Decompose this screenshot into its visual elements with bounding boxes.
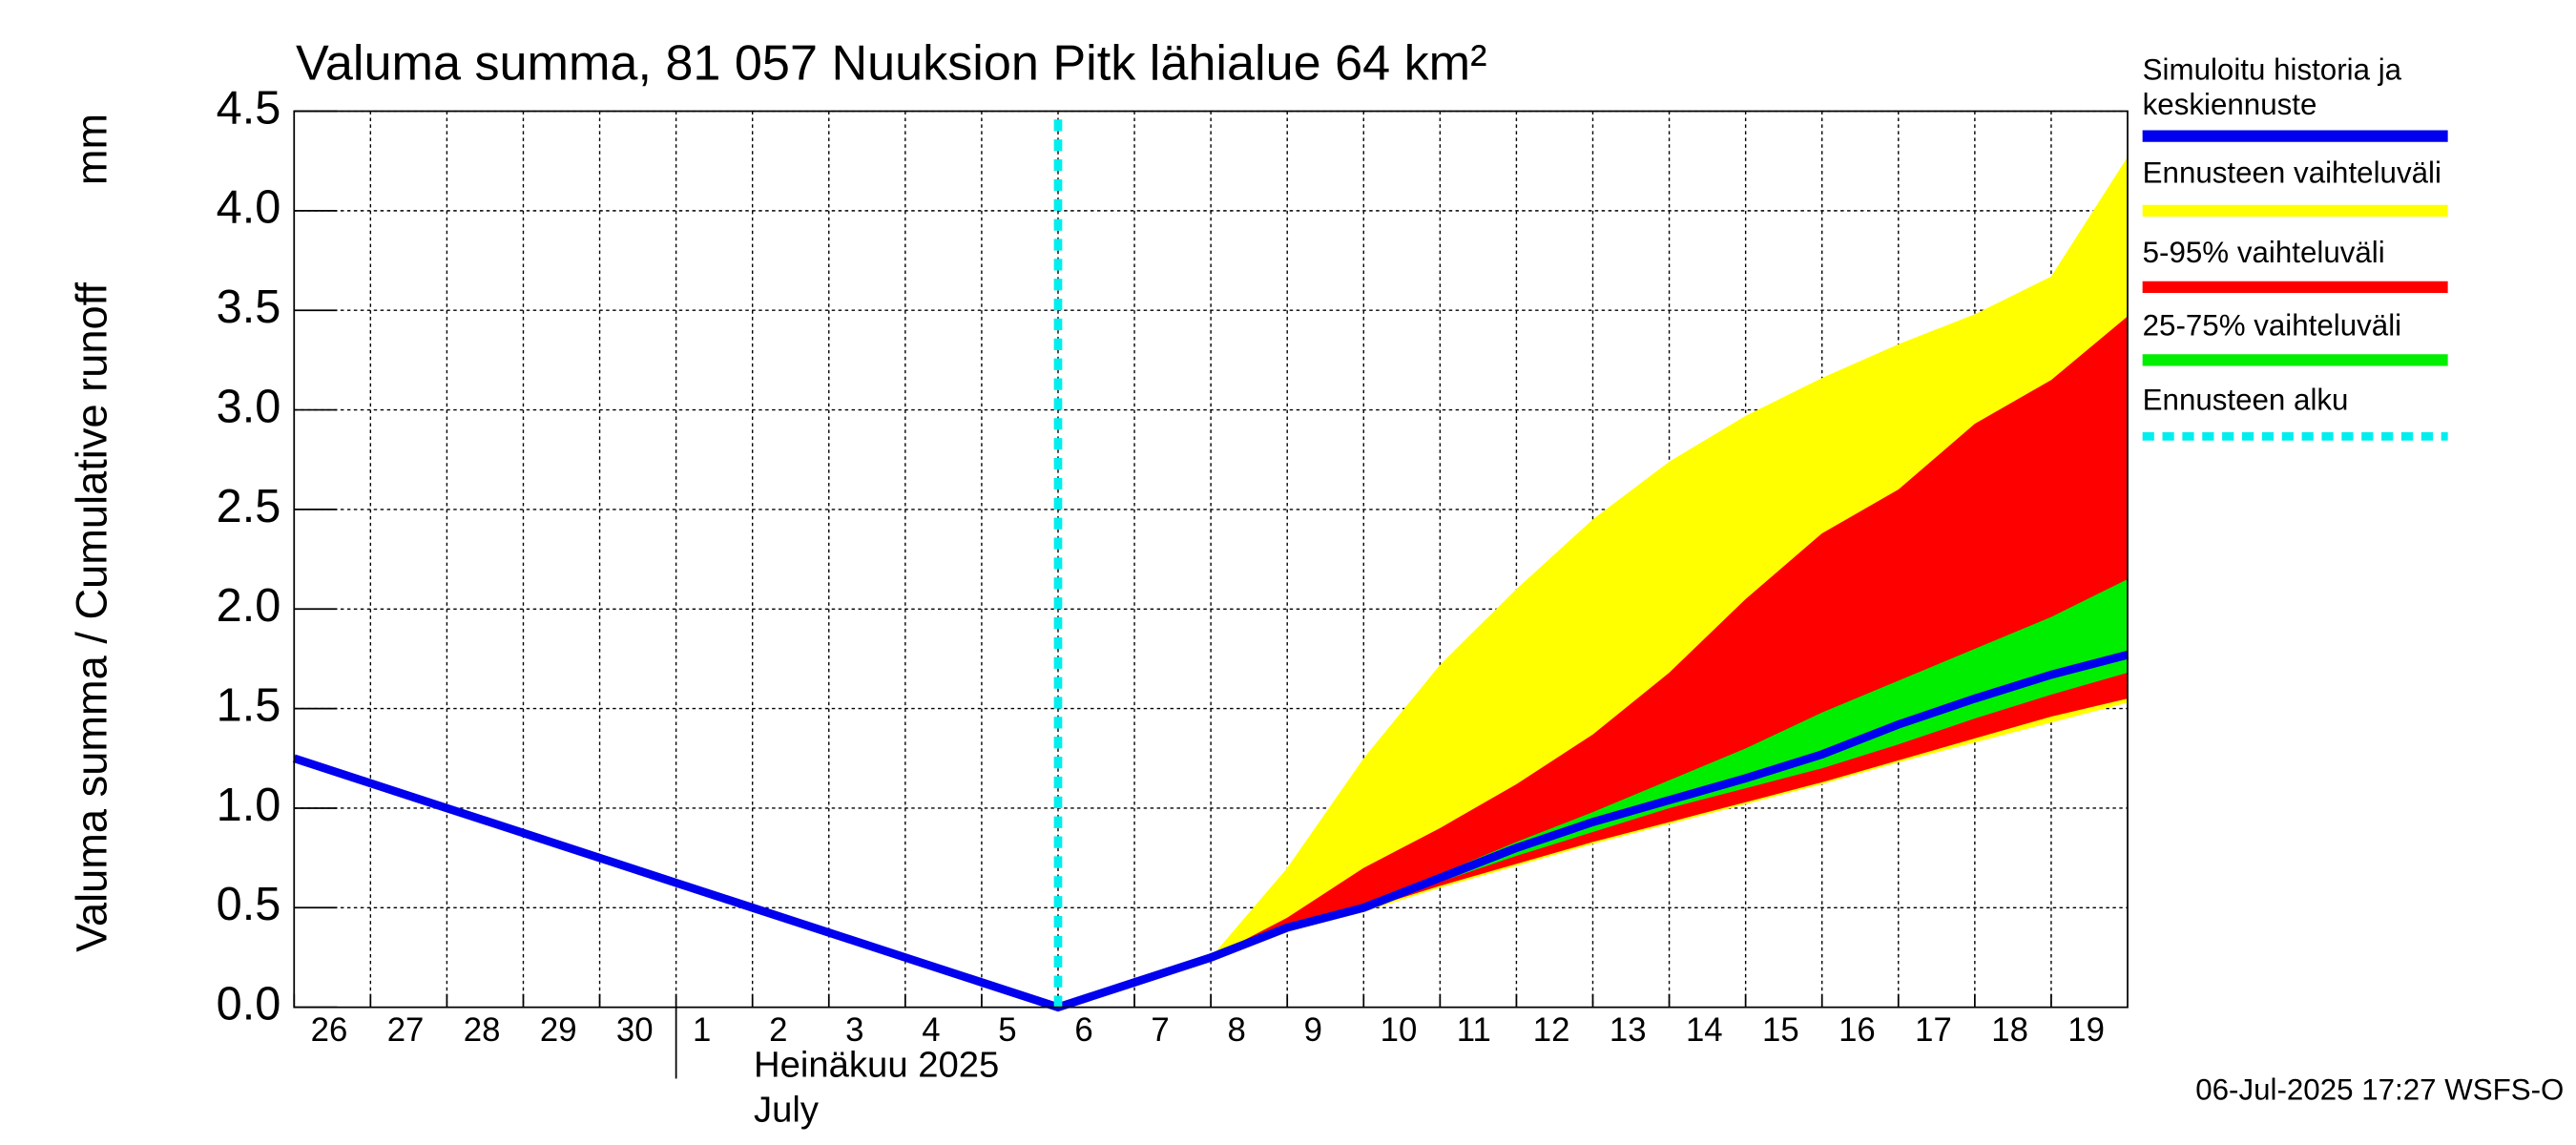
legend-entry: 5-95% vaihteluväli (2142, 235, 2385, 269)
plot-frame (293, 110, 2129, 1009)
x-tick-label: 3 (845, 1012, 863, 1049)
x-tick-label: 6 (1074, 1012, 1092, 1049)
x-tick-label: 8 (1228, 1012, 1246, 1049)
x-tick-label: 29 (540, 1012, 577, 1049)
x-tick-label: 26 (311, 1012, 348, 1049)
y-axis-unit: mm (68, 114, 116, 185)
y-tick-label: 2.5 (217, 481, 281, 532)
x-tick-label: 13 (1610, 1012, 1647, 1049)
footer: 06-Jul-2025 17:27 WSFS-O (2195, 1073, 2564, 1107)
x-tick-label: 16 (1839, 1012, 1876, 1049)
x-tick-label: 27 (387, 1012, 425, 1049)
x-tick-label: 30 (616, 1012, 654, 1049)
x-tick-label: 2 (769, 1012, 787, 1049)
legend-entry: Ennusteen vaihteluväli (2142, 156, 2441, 190)
x-tick-label: 15 (1762, 1012, 1799, 1049)
y-tick-label: 0.5 (217, 879, 281, 930)
chart-title: Valuma summa, 81 057 Nuuksion Pitk lähia… (296, 35, 1487, 91)
x-tick-label: 18 (1991, 1012, 2028, 1049)
month-label: Heinäkuu 2025 (754, 1044, 999, 1085)
x-tick-label: 11 (1457, 1012, 1491, 1049)
y-tick-label: 3.0 (217, 381, 281, 432)
legend-entry: 25-75% vaihteluväli (2142, 308, 2402, 343)
y-tick-label: 2.0 (217, 580, 281, 632)
y-tick-label: 4.5 (217, 82, 281, 134)
x-tick-label: 12 (1533, 1012, 1570, 1049)
legend-label: Ennusteen alku (2142, 383, 2349, 417)
legend-label: 25-75% vaihteluväli (2142, 308, 2402, 343)
legend-label: Simuloitu historia ja keskiennuste (2142, 52, 2402, 121)
legend-label: 5-95% vaihteluväli (2142, 235, 2385, 269)
x-tick-label: 17 (1915, 1012, 1952, 1049)
y-tick-label: 1.5 (217, 679, 281, 731)
month-label-en: July (754, 1089, 820, 1130)
line (292, 651, 2129, 1012)
band (1211, 316, 2128, 958)
x-tick-label: 7 (1151, 1012, 1169, 1049)
x-tick-label: 19 (2067, 1012, 2105, 1049)
legend-entry: Ennusteen alku (2142, 383, 2349, 417)
x-tick-label: 9 (1304, 1012, 1322, 1049)
x-tick-label: 14 (1686, 1012, 1723, 1049)
y-tick-label: 1.0 (217, 780, 281, 831)
x-tick-label: 10 (1381, 1012, 1418, 1049)
legend-entry: Simuloitu historia ja keskiennuste (2142, 52, 2402, 121)
y-tick-label: 3.5 (217, 281, 281, 333)
y-tick-label: 0.0 (217, 979, 281, 1030)
x-tick-label: 1 (693, 1012, 711, 1049)
x-tick-label: 28 (464, 1012, 501, 1049)
y-tick-label: 4.0 (217, 182, 281, 234)
legend-label: Ennusteen vaihteluväli (2142, 156, 2441, 190)
x-tick-label: 4 (922, 1012, 940, 1049)
y-axis-label: Valuma summa / Cumulative runoff (68, 282, 116, 952)
x-tick-label: 5 (998, 1012, 1016, 1049)
